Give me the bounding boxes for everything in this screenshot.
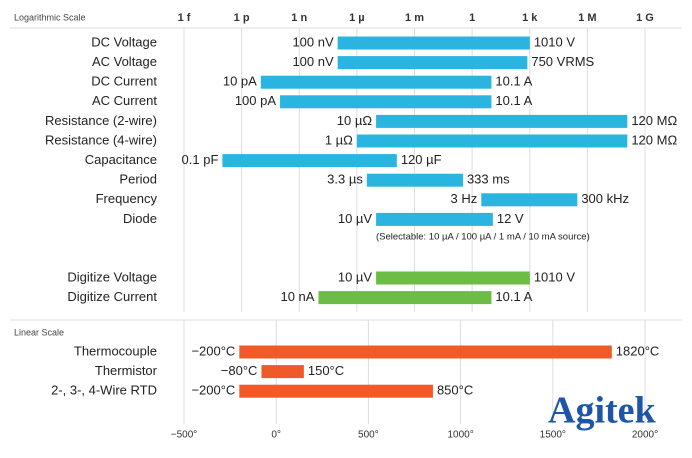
range-bar bbox=[318, 291, 492, 305]
x-tick-label: 1 k bbox=[522, 12, 538, 24]
high-label: 150°C bbox=[308, 363, 344, 378]
range-bar bbox=[260, 75, 492, 89]
low-label: 10 µV bbox=[338, 269, 373, 284]
x-tick-label: 500° bbox=[358, 430, 379, 441]
low-label: 10 pA bbox=[223, 74, 257, 89]
low-label: 3.3 µs bbox=[327, 172, 363, 187]
category-label: Resistance (2-wire) bbox=[45, 113, 157, 128]
low-label: −80°C bbox=[221, 363, 258, 378]
category-label: 2-, 3-, 4-Wire RTD bbox=[51, 383, 157, 398]
low-label: 1 µΩ bbox=[325, 132, 353, 147]
chart-title: Linear Scale bbox=[14, 327, 64, 337]
high-label: 300 kHz bbox=[581, 191, 629, 206]
range-bar bbox=[239, 384, 433, 398]
category-label: Diode bbox=[123, 211, 157, 226]
category-label: Frequency bbox=[96, 191, 158, 206]
x-tick-label: 1 bbox=[469, 12, 475, 24]
category-label: AC Current bbox=[92, 93, 157, 108]
range-bar bbox=[366, 173, 463, 187]
high-label: 333 ms bbox=[467, 172, 510, 187]
range-bar bbox=[239, 345, 612, 359]
low-label: 0.1 pF bbox=[182, 152, 219, 167]
watermark: Agitek bbox=[548, 390, 657, 432]
range-bar bbox=[261, 365, 304, 379]
high-label: 750 VRMS bbox=[531, 54, 594, 69]
high-label: 10.1 A bbox=[495, 74, 532, 89]
x-tick-label: 1 G bbox=[636, 12, 654, 24]
low-label: 100 pA bbox=[235, 93, 277, 108]
category-label: Thermistor bbox=[95, 363, 158, 378]
category-label: Digitize Current bbox=[67, 289, 157, 304]
category-label: Digitize Voltage bbox=[67, 269, 157, 284]
high-label: 1820°C bbox=[616, 343, 660, 358]
low-label: 3 Hz bbox=[451, 191, 478, 206]
low-label: 10 nA bbox=[280, 289, 314, 304]
category-label: Resistance (4-wire) bbox=[45, 132, 157, 147]
low-label: 10 µΩ bbox=[337, 113, 373, 128]
range-bar bbox=[376, 271, 530, 285]
x-tick-label: 1500° bbox=[540, 430, 566, 441]
low-label: −200°C bbox=[191, 343, 235, 358]
high-label: 120 MΩ bbox=[631, 132, 677, 147]
high-label: 10.1 A bbox=[495, 93, 532, 108]
category-label: DC Current bbox=[91, 74, 157, 89]
range-bar bbox=[356, 134, 628, 148]
high-label: 120 µF bbox=[401, 152, 442, 167]
high-label: 850°C bbox=[437, 383, 473, 398]
x-tick-label: 1000° bbox=[447, 430, 473, 441]
range-bar bbox=[376, 114, 628, 128]
category-label: Period bbox=[119, 172, 157, 187]
range-bar bbox=[222, 154, 397, 168]
high-label: 12 V bbox=[497, 211, 524, 226]
category-label: Capacitance bbox=[85, 152, 157, 167]
x-tick-label: −500° bbox=[171, 430, 198, 441]
category-label: AC Voltage bbox=[92, 54, 157, 69]
category-label: DC Voltage bbox=[91, 34, 157, 49]
high-label: 1010 V bbox=[534, 269, 576, 284]
chart-title: Logarithmic Scale bbox=[14, 12, 86, 22]
low-label: 100 nV bbox=[292, 34, 334, 49]
x-tick-label: 0° bbox=[271, 430, 281, 441]
annotation: (Selectable: 10 µA / 100 µA / 1 mA / 10 … bbox=[376, 232, 590, 243]
x-tick-label: 1 n bbox=[291, 12, 307, 24]
high-label: 1010 V bbox=[534, 34, 576, 49]
x-tick-label: 1 µ bbox=[349, 12, 365, 24]
range-bar bbox=[376, 212, 493, 226]
high-label: 10.1 A bbox=[495, 289, 532, 304]
range-bar bbox=[337, 56, 528, 70]
x-tick-label: 2000° bbox=[632, 430, 658, 441]
range-bar bbox=[337, 36, 530, 50]
x-tick-label: 1 p bbox=[234, 12, 250, 24]
low-label: 100 nV bbox=[292, 54, 334, 69]
category-label: Thermocouple bbox=[74, 343, 157, 358]
range-bar bbox=[481, 193, 578, 207]
low-label: 10 µV bbox=[338, 211, 373, 226]
high-label: 120 MΩ bbox=[631, 113, 677, 128]
x-tick-label: 1 m bbox=[405, 12, 424, 24]
low-label: −200°C bbox=[191, 383, 235, 398]
x-tick-label: 1 M bbox=[578, 12, 596, 24]
range-bar bbox=[280, 95, 492, 109]
x-tick-label: 1 f bbox=[178, 12, 191, 24]
